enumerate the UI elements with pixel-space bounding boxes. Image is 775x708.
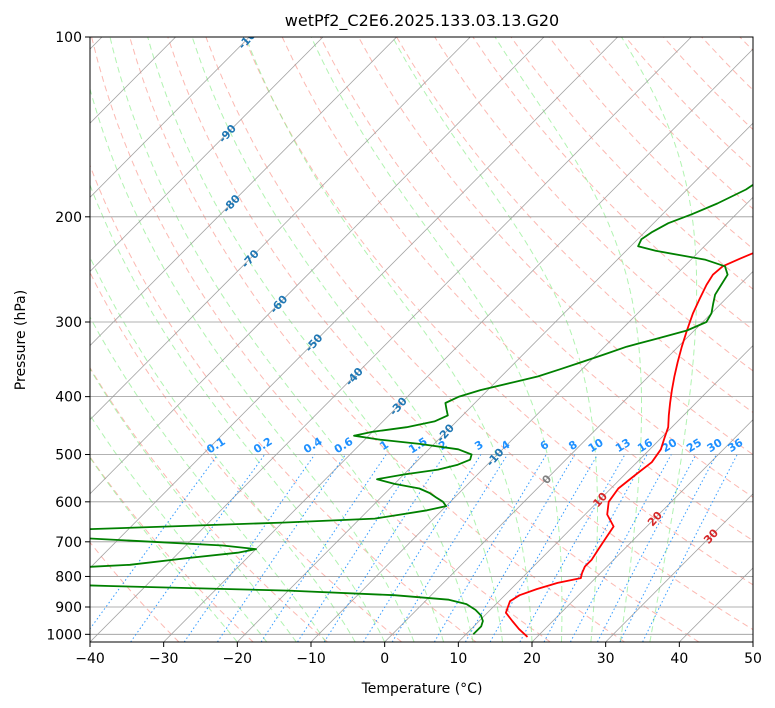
isotherm-line (310, 196, 753, 642)
x-tick-label: 30 (597, 651, 615, 667)
mixing-ratio-line (433, 454, 547, 642)
isotherm-line (605, 493, 753, 642)
mixing-ratio-line (216, 454, 346, 642)
moist-adiabat-line (90, 256, 356, 642)
dry-adiabat-line (91, 37, 551, 642)
dry-adiabat-line (90, 271, 403, 642)
dry-adiabat-line (434, 37, 753, 372)
isotherm-line (384, 270, 753, 642)
mixing-ratio-lines (90, 454, 738, 642)
x-tick-label: 0 (380, 651, 389, 667)
moist-adiabat-line (621, 37, 698, 642)
dry-adiabat-line (90, 366, 328, 642)
isotherm-line (237, 122, 753, 642)
x-tick-label: −40 (75, 651, 105, 667)
moist-adiabat-line (245, 37, 533, 642)
y-tick-label: 800 (55, 569, 82, 585)
moist-adiabat-line (90, 414, 268, 642)
dry-adiabat-line (396, 37, 753, 414)
mixing-ratio-line (183, 454, 316, 642)
isotherm-line (90, 37, 250, 198)
dewpoint-profile (90, 183, 753, 635)
x-tick-label: 50 (744, 651, 762, 667)
mixing-ratio-line (519, 454, 626, 642)
moist-adiabat-line (90, 87, 415, 642)
moist-adiabat-line (392, 37, 598, 642)
y-tick-label: 700 (55, 535, 82, 551)
y-tick-label: 200 (55, 210, 82, 226)
isotherm-line (163, 48, 753, 642)
y-tick-label: 400 (55, 390, 82, 406)
dry-adiabat-line (90, 163, 477, 642)
y-tick-label: 500 (55, 448, 82, 464)
y-tick-label: 100 (55, 30, 82, 46)
x-tick-label: −20 (223, 651, 253, 667)
chart-title: wetPf2_C2E6.2025.133.03.13.G20 (285, 11, 559, 31)
x-axis-title: Temperature (°C) (361, 681, 483, 697)
dry-adiabat-line (510, 37, 753, 290)
mixing-ratio-line (464, 454, 576, 642)
dry-adiabat-line (358, 37, 753, 456)
isotherm-line (90, 37, 324, 272)
dry-adiabat-line (90, 456, 254, 642)
moist-adiabat-line (90, 183, 386, 642)
dry-adiabat-line (243, 37, 753, 586)
moist-adiabats (90, 37, 698, 642)
sounding-profiles (90, 183, 753, 638)
y-tick-label: 300 (55, 315, 82, 331)
mixing-ratio-line (130, 454, 266, 642)
temperature-profile (505, 252, 753, 638)
gridlines (90, 37, 753, 642)
isotherm-line (90, 37, 471, 421)
dry-adiabat-line (205, 37, 753, 631)
x-tick-label: 40 (670, 651, 688, 667)
moist-adiabat-line (109, 37, 445, 642)
y-tick-label: 600 (55, 495, 82, 511)
x-tick-label: 20 (523, 651, 541, 667)
dry-adiabat-line (281, 37, 753, 542)
mixing-ratio-line (489, 454, 599, 642)
x-tick-label: 10 (449, 651, 467, 667)
isotherm-line (531, 419, 753, 642)
y-axis-title: Pressure (hPa) (13, 290, 29, 390)
y-tick-label: 900 (55, 600, 82, 616)
dry-adiabat-line (472, 37, 753, 331)
isotherm-line (90, 37, 618, 569)
dry-adiabat-line (167, 37, 700, 642)
x-axis: −40 −30 −20 −10 0 10 20 30 40 50 (75, 642, 762, 667)
plot-frame (89, 36, 754, 643)
isotherm-line (90, 37, 692, 642)
isotherm-line (90, 37, 397, 347)
mixing-ratio-line (297, 454, 421, 642)
moist-adiabat-line (310, 37, 563, 642)
isotherm-line (90, 37, 545, 495)
mixing-ratio-line (569, 454, 672, 642)
moist-adiabat-line (147, 37, 474, 642)
y-tick-label: 1000 (46, 627, 82, 643)
isotherm-line (458, 344, 753, 642)
x-tick-label: −10 (296, 651, 326, 667)
moist-adiabat-line (191, 37, 503, 642)
mixing-ratio-line (260, 454, 387, 642)
mixing-ratio-line (90, 454, 219, 630)
moist-adiabat-line (90, 315, 327, 642)
y-axis: 100 200 300 400 500 600 700 800 900 1000 (46, 30, 90, 643)
dry-adiabat-line (319, 37, 753, 498)
mixing-ratio-line (543, 454, 648, 642)
x-tick-label: −30 (149, 651, 179, 667)
moist-adiabat-line (494, 37, 643, 642)
moist-adiabat-line (90, 456, 238, 642)
mixing-ratio-line (323, 454, 446, 642)
